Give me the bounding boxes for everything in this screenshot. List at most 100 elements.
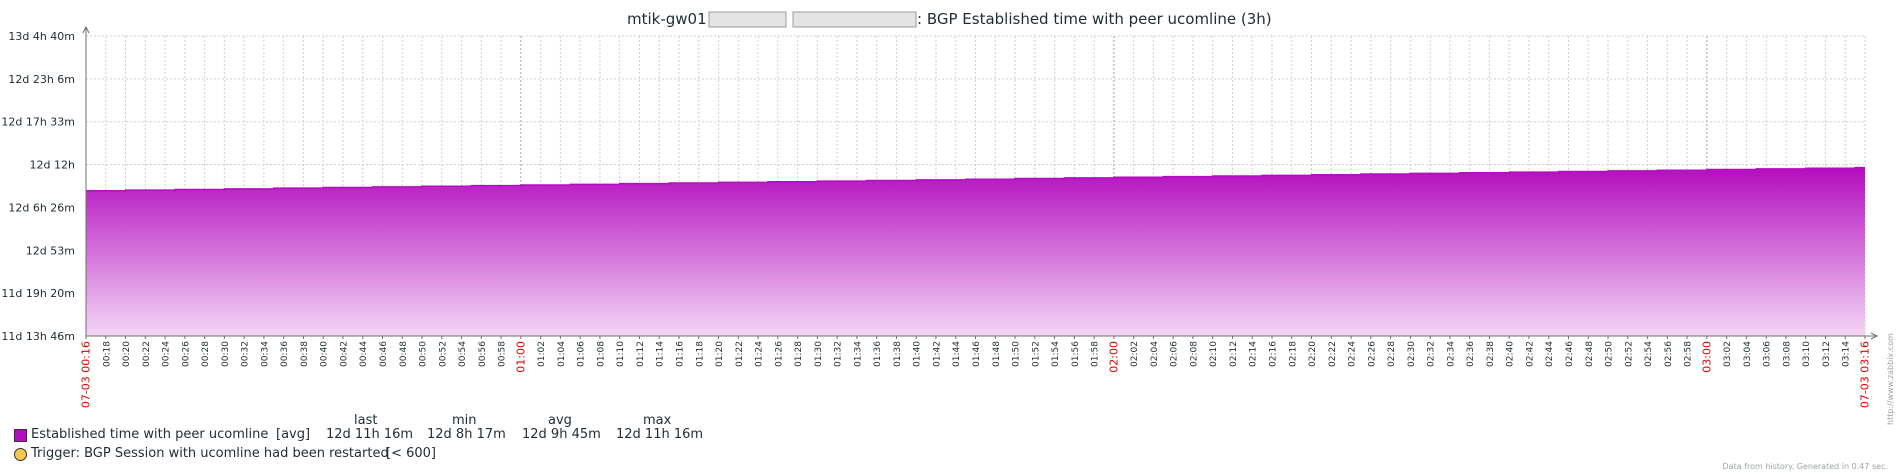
x-axis-ticks: 07-03 00:16 00:18 00:20 00:22 00:24 00:26 00:2…	[80, 336, 1872, 408]
redacted-box-2	[792, 11, 917, 28]
y-tick-label: 12d 17h 33m	[1, 116, 75, 129]
x-tick-label: 02:30	[1407, 341, 1417, 367]
x-tick-label: 00:30	[221, 341, 231, 367]
x-tick-label: 01:36	[873, 341, 883, 367]
x-tick-label: 02:26	[1367, 341, 1377, 367]
footer-watermark: http://www.zabbix.com	[1886, 333, 1895, 425]
x-tick-label: 03:12	[1822, 341, 1832, 367]
chart-title: mtik-gw01 : BGP Established time with pe…	[627, 10, 1272, 28]
series-line	[86, 166, 1865, 192]
x-tick-label: 00:20	[122, 341, 132, 367]
x-tick-label: 02:16	[1269, 341, 1279, 367]
x-tick-label: 00:34	[260, 341, 270, 367]
x-tick-label: 00:52	[438, 341, 448, 367]
x-tick-label: 02:40	[1506, 341, 1516, 367]
x-tick-label: 00:50	[419, 341, 429, 367]
x-tick-major-label: 03:00	[1700, 341, 1713, 373]
x-tick-label: 01:10	[616, 341, 626, 367]
legend-series-name: Established time with peer ucomline	[31, 427, 269, 442]
x-tick-label: 01:22	[735, 341, 745, 367]
x-tick-label: 00:46	[379, 341, 389, 367]
x-tick-label: 01:42	[932, 341, 942, 367]
x-tick-label: 03:02	[1723, 341, 1733, 367]
x-tick-label: 01:54	[1051, 341, 1061, 367]
x-tick-label: 03:14	[1842, 341, 1852, 367]
x-tick-label: 03:08	[1782, 341, 1792, 367]
legend-col-min: min	[452, 413, 477, 428]
x-tick-label: 01:48	[992, 341, 1002, 367]
x-tick-label: 02:24	[1348, 341, 1358, 367]
chart-title-prefix: mtik-gw01	[627, 10, 707, 28]
x-tick-label: 01:56	[1071, 341, 1081, 367]
x-tick-label: 02:18	[1288, 341, 1298, 367]
y-axis-arrow	[82, 25, 90, 34]
x-axis-arrow	[1870, 332, 1879, 340]
x-tick-label: 02:10	[1209, 341, 1219, 367]
x-tick-end-label: 07-03 03:16	[1859, 341, 1872, 408]
x-tick-label: 03:10	[1802, 341, 1812, 367]
x-tick-major-label: 02:00	[1107, 341, 1120, 373]
x-tick-label: 01:58	[1091, 341, 1101, 367]
x-tick-label: 01:30	[814, 341, 824, 367]
x-tick-label: 01:18	[695, 341, 705, 367]
x-tick-label: 02:08	[1189, 341, 1199, 367]
x-tick-label: 00:54	[458, 341, 468, 367]
x-tick-label: 01:44	[952, 341, 962, 367]
x-tick-label: 02:46	[1565, 341, 1575, 367]
x-tick-label: 02:38	[1486, 341, 1496, 367]
footer-generated: Data from history. Generated in 0.47 sec…	[1722, 462, 1888, 471]
legend-col-avg: avg	[548, 413, 572, 428]
x-tick-start-label: 07-03 00:16	[80, 341, 93, 408]
x-tick-label: 00:44	[359, 341, 369, 367]
x-tick-label: 00:56	[478, 341, 488, 367]
legend-val-last: 12d 11h 16m	[326, 427, 414, 442]
x-tick-label: 01:34	[853, 341, 863, 367]
x-tick-label: 01:46	[972, 341, 982, 367]
redacted-box-1	[708, 11, 787, 28]
x-tick-label: 02:48	[1585, 341, 1595, 367]
x-tick-label: 02:12	[1229, 341, 1239, 367]
x-tick-label: 01:50	[1012, 341, 1022, 367]
trigger-circle-icon	[14, 448, 27, 461]
x-tick-label: 01:38	[893, 341, 903, 367]
x-tick-label: 01:12	[636, 341, 646, 367]
legend-trigger-label: Trigger: BGP Session with ucomline had b…	[31, 446, 389, 461]
x-tick-label: 01:06	[577, 341, 587, 367]
x-tick-label: 02:34	[1446, 341, 1456, 367]
x-tick-label: 01:14	[656, 341, 666, 367]
x-tick-label: 00:28	[201, 341, 211, 367]
x-tick-label: 01:20	[715, 341, 725, 367]
series-area-fill	[86, 167, 1865, 336]
x-tick-label: 01:28	[794, 341, 804, 367]
x-tick-label: 02:50	[1605, 341, 1615, 367]
series-area	[86, 166, 1865, 336]
x-tick-label: 01:52	[1031, 341, 1041, 367]
y-tick-label: 12d 12h	[30, 159, 75, 172]
chart-title-suffix: : BGP Established time with peer ucomlin…	[917, 10, 1272, 28]
x-tick-label: 00:40	[320, 341, 330, 367]
x-tick-label: 00:58	[498, 341, 508, 367]
x-tick-label: 02:42	[1525, 341, 1535, 367]
x-tick-label: 00:24	[162, 341, 172, 367]
chart-axes	[82, 25, 1879, 340]
x-tick-label: 03:06	[1763, 341, 1773, 367]
x-tick-label: 02:20	[1308, 341, 1318, 367]
x-tick-label: 01:26	[774, 341, 784, 367]
x-tick-label: 00:38	[300, 341, 310, 367]
x-tick-label: 00:22	[142, 341, 152, 367]
legend-val-avg: 12d 9h 45m	[522, 427, 601, 442]
y-tick-label: 11d 13h 46m	[1, 330, 75, 343]
x-tick-label: 02:54	[1644, 341, 1654, 367]
y-tick-label: 13d 4h 40m	[8, 30, 75, 43]
x-tick-label: 01:16	[676, 341, 686, 367]
y-tick-label: 12d 53m	[26, 244, 75, 257]
x-tick-label: 02:44	[1545, 341, 1555, 367]
x-tick-label: 01:24	[755, 341, 765, 367]
x-tick-major-label: 01:00	[514, 341, 527, 373]
x-tick-label: 01:04	[557, 341, 567, 367]
y-tick-label: 12d 6h 26m	[8, 201, 75, 214]
x-tick-label: 02:14	[1249, 341, 1259, 367]
y-tick-label: 11d 19h 20m	[1, 287, 75, 300]
legend-series-func: [avg]	[276, 427, 311, 442]
